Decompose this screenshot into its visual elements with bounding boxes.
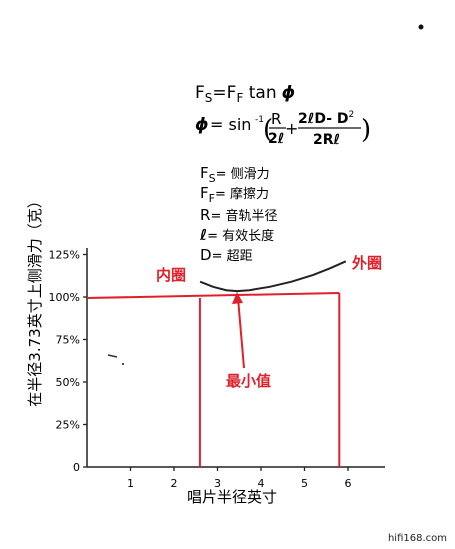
svg-text:+: +: [285, 119, 298, 138]
formula-line-1: FS=FF tan ϕ: [195, 83, 295, 105]
x-tick-label: 3: [214, 477, 221, 490]
svg-text:2ℓD- D2: 2ℓD- D2: [298, 110, 354, 127]
x-tick-label: 2: [171, 477, 178, 490]
y-tick-label: 75%: [56, 334, 80, 347]
y-tick-label: 25%: [56, 419, 80, 432]
minimum-arrow: [232, 292, 245, 369]
legend-item: FS= 侧滑力: [200, 164, 270, 185]
outer-groove-label: 外圈: [351, 254, 382, 272]
formula-line-2: ϕ = sin -1 ( R 2ℓ + 2ℓD- D2 2Rℓ ): [195, 110, 371, 148]
svg-text:-1: -1: [255, 115, 264, 125]
side-force-curve: [199, 260, 347, 293]
minimum-label: 最小值: [226, 372, 271, 390]
speck: [122, 363, 124, 365]
y-tick-label: 0: [73, 461, 80, 474]
inner-groove-label: 内圈: [156, 266, 186, 284]
svg-text:(: (: [263, 115, 273, 145]
x-axis-title: 唱片半径英寸: [187, 488, 277, 506]
svg-text:ϕ: ϕ: [195, 115, 209, 135]
y-tick-label: 125%: [49, 249, 80, 262]
svg-text:R: R: [271, 110, 281, 128]
legend-item: FF= 摩擦力: [200, 184, 269, 205]
hundred-percent-line: [86, 292, 340, 299]
symbol-legend: FS= 侧滑力 FF= 摩擦力 R= 音轨半径 ℓ= 有效长度 D= 超距: [199, 164, 277, 264]
watermark: hifi168.com: [388, 533, 447, 544]
x-tick-label: 5: [301, 477, 308, 490]
x-tick-label: 1: [127, 477, 134, 490]
legend-item: D= 超距: [200, 246, 253, 264]
svg-text:): ): [361, 115, 371, 145]
legend-item: R= 音轨半径: [200, 206, 277, 224]
svg-text:2Rℓ: 2Rℓ: [313, 132, 340, 148]
x-tick-label: 4: [258, 477, 265, 490]
svg-text:= sin: = sin: [210, 115, 251, 134]
speck: [107, 354, 118, 358]
y-axis-title: 在半径3.73英寸上侧滑力（克）: [26, 193, 44, 406]
svg-text:2ℓ: 2ℓ: [268, 131, 284, 147]
y-tick-label: 50%: [56, 376, 80, 389]
y-tick-label: 100%: [49, 291, 80, 304]
legend-item: ℓ= 有效长度: [199, 226, 274, 244]
speck: [418, 24, 424, 30]
x-tick-label: 6: [345, 477, 352, 490]
